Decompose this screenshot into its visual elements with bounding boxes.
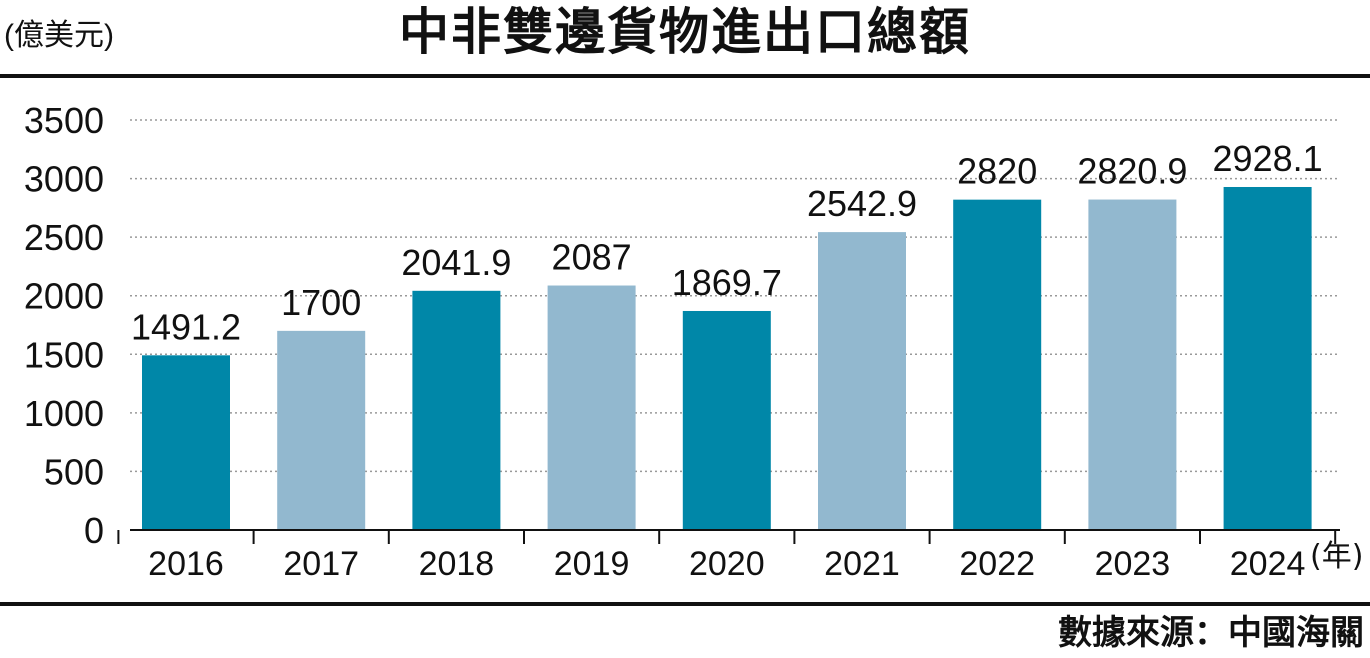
chart-title: 中非雙邊貨物進出口總額 bbox=[399, 4, 971, 60]
data-labels: 1491.2 1700 2041.9 2087 1869.7 2542.9 2820 2820… bbox=[131, 138, 1323, 347]
unit-label: (億美元) bbox=[4, 19, 114, 52]
bar bbox=[1223, 186, 1312, 530]
x-tick-label: 2020 bbox=[689, 545, 765, 583]
source-note: 數據來源：中國海關 bbox=[1058, 614, 1364, 652]
data-label: 2820 bbox=[957, 151, 1037, 192]
x-tick-label: 2022 bbox=[959, 545, 1035, 583]
bar bbox=[818, 232, 906, 530]
x-tick-label: 2018 bbox=[419, 545, 495, 583]
y-axis-ticks: 0 500 1000 1500 2000 2500 3000 3500 bbox=[24, 100, 104, 551]
bar bbox=[682, 310, 771, 530]
y-tick-label: 0 bbox=[84, 510, 104, 551]
x-axis-ticks: 2016 2017 2018 2019 2020 2021 2022 2023 2024 bbox=[148, 545, 1305, 583]
y-tick-label: 2500 bbox=[24, 217, 104, 258]
x-axis-unit: (年) bbox=[1310, 539, 1363, 574]
data-label: 2542.9 bbox=[807, 183, 917, 224]
data-label: 2928.1 bbox=[1213, 138, 1323, 179]
y-tick-label: 3500 bbox=[24, 100, 104, 141]
data-label: 1869.7 bbox=[672, 262, 782, 303]
y-tick-label: 1500 bbox=[24, 334, 104, 375]
data-label: 2820.9 bbox=[1077, 151, 1187, 192]
x-tick-label: 2023 bbox=[1095, 545, 1171, 583]
bar bbox=[277, 330, 366, 530]
bar bbox=[547, 285, 636, 530]
x-axis: (年) bbox=[117, 529, 1363, 574]
x-tick-label: 2019 bbox=[554, 545, 630, 583]
y-tick-label: 3000 bbox=[24, 159, 104, 200]
data-label: 1491.2 bbox=[131, 306, 241, 347]
y-tick-label: 500 bbox=[44, 451, 104, 492]
bars bbox=[142, 186, 1312, 531]
bar bbox=[1088, 199, 1177, 531]
bar bbox=[142, 355, 230, 530]
data-label: 1700 bbox=[281, 282, 361, 323]
y-tick-label: 1000 bbox=[24, 393, 104, 434]
y-tick-label: 2000 bbox=[24, 276, 104, 317]
data-label: 2087 bbox=[552, 237, 632, 278]
bottom-rule bbox=[0, 602, 1370, 606]
x-tick-label: 2024 bbox=[1230, 545, 1306, 583]
x-tick-label: 2017 bbox=[283, 545, 359, 583]
bar bbox=[953, 199, 1042, 530]
x-tick-label: 2016 bbox=[148, 545, 224, 583]
data-label: 2041.9 bbox=[401, 242, 511, 283]
top-rule bbox=[0, 74, 1370, 78]
bar bbox=[412, 290, 501, 530]
x-tick-label: 2021 bbox=[824, 545, 900, 583]
